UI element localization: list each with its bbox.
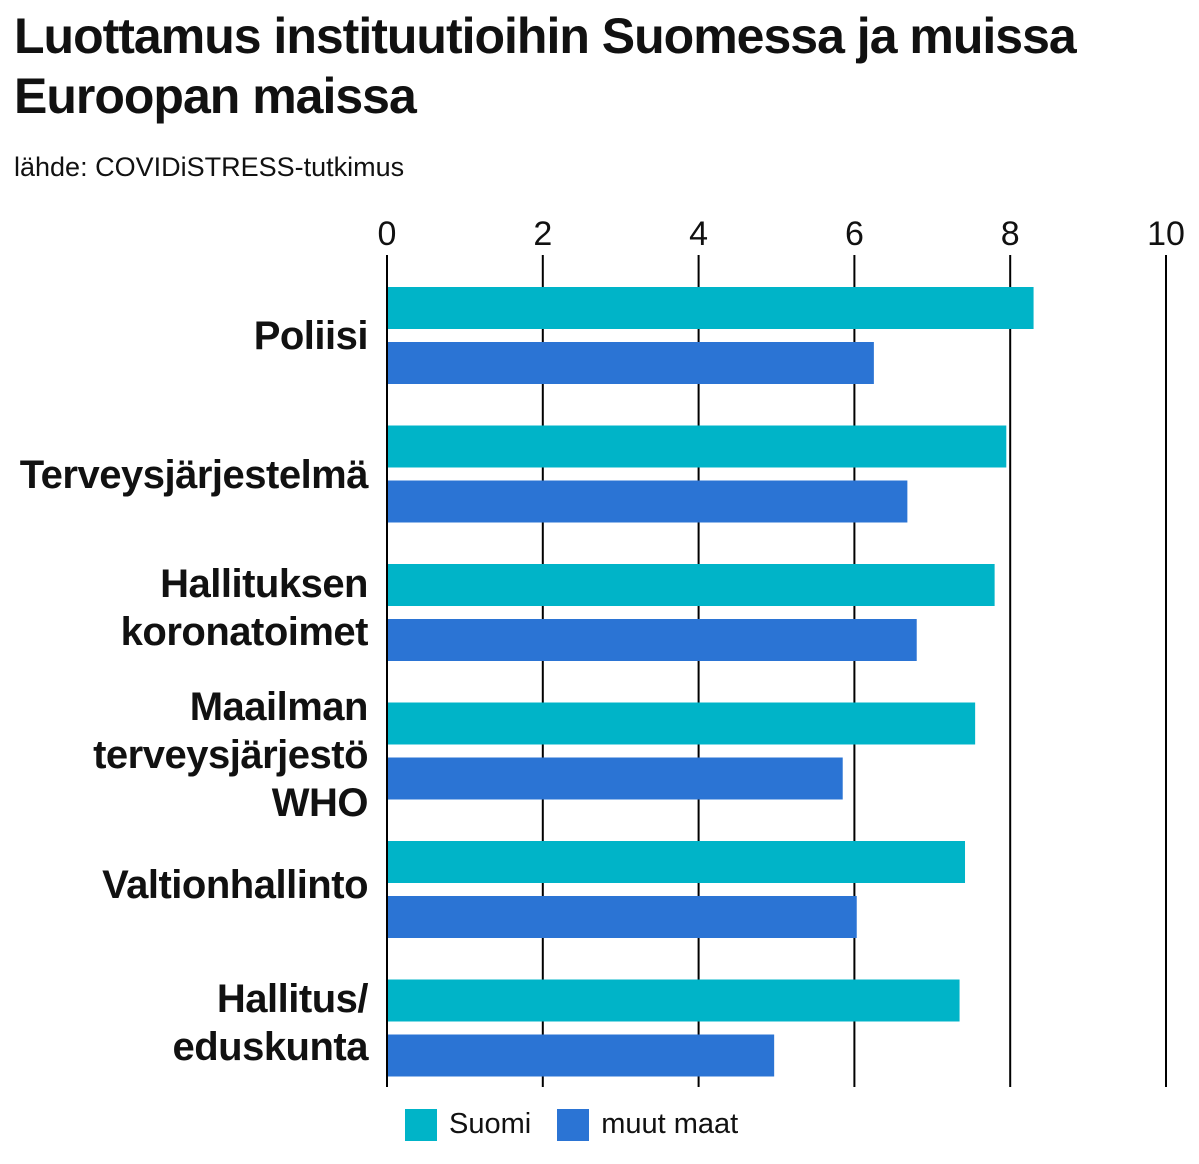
bar-muut-maat-5 [388, 896, 857, 938]
category-label-4-line-1: Maailman [190, 685, 368, 729]
bar-suomi-3 [388, 564, 995, 606]
x-tick-label-10: 10 [1147, 215, 1185, 253]
bar-suomi-1 [388, 287, 1034, 329]
legend-swatch-muut-maat [557, 1108, 590, 1141]
category-label-6-line-2: eduskunta [172, 1025, 369, 1069]
bar-suomi-4 [388, 702, 976, 745]
category-label-1-line-1: Poliisi [254, 314, 368, 358]
x-tick-label-6: 6 [845, 215, 864, 253]
legend-item-muut-maat: muut maat [557, 1108, 738, 1141]
legend-item-suomi: Suomi [405, 1108, 531, 1141]
x-tick-label-2: 2 [533, 215, 552, 253]
legend-label-muut-maat: muut maat [601, 1108, 739, 1140]
legend: Suomi muut maat [405, 1108, 764, 1141]
bar-suomi-6 [388, 979, 960, 1022]
bar-suomi-5 [388, 841, 966, 883]
category-label-6-line-1: Hallitus/ [217, 977, 368, 1021]
x-tick-label-8: 8 [1001, 215, 1020, 253]
category-label-3-line-1: Hallituksen [160, 562, 368, 606]
category-label-4-line-2: terveysjärjestö [93, 733, 368, 777]
bar-muut-maat-2 [388, 480, 908, 523]
bar-muut-maat-1 [388, 342, 874, 384]
bar-muut-maat-6 [388, 1034, 775, 1077]
category-label-3-line-2: koronatoimet [121, 610, 369, 654]
chart-title: Luottamus instituutioihin Suomessa ja mu… [14, 8, 1077, 124]
chart-subtitle: lähde: COVIDiSTRESS-tutkimus [14, 152, 405, 182]
legend-label-suomi: Suomi [449, 1108, 532, 1140]
bar-muut-maat-3 [388, 619, 917, 661]
bar-suomi-2 [388, 425, 1007, 468]
legend-swatch-suomi [405, 1108, 437, 1141]
category-label-5-line-1: Valtionhallinto [102, 863, 368, 907]
category-label-2-line-1: Terveysjärjestelmä [20, 453, 370, 497]
x-tick-label-4: 4 [689, 215, 708, 253]
x-tick-label-0: 0 [378, 215, 397, 253]
category-label-4-line-3: WHO [272, 781, 368, 825]
bar-muut-maat-4 [388, 757, 843, 800]
